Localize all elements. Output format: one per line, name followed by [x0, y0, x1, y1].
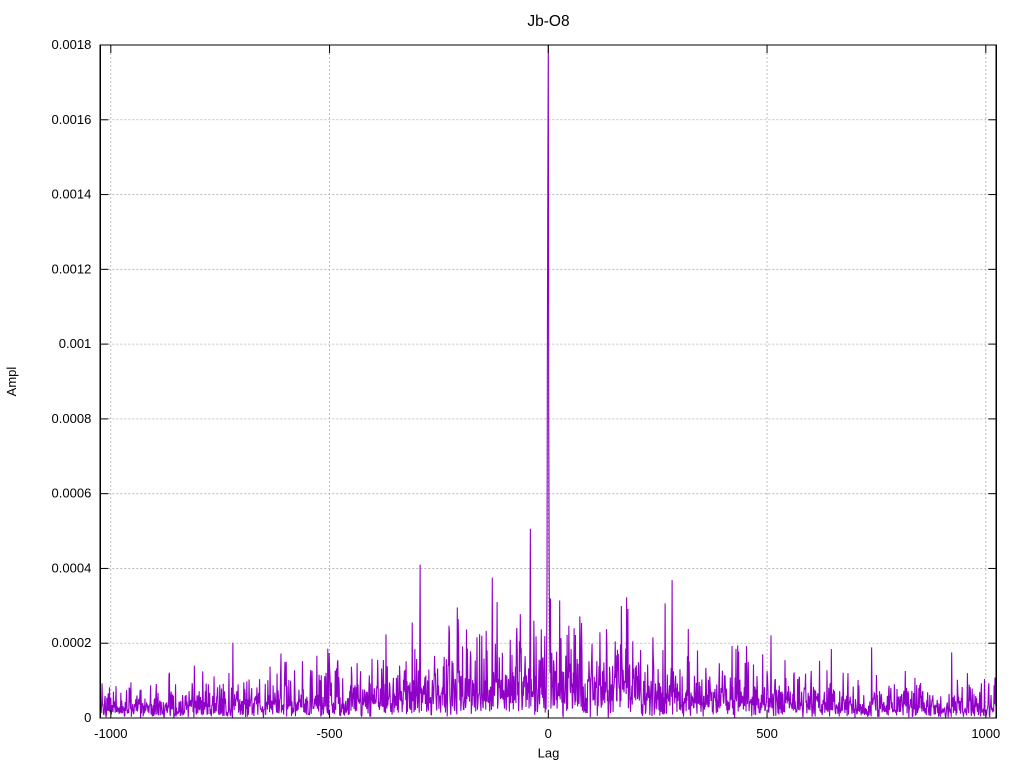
svg-text:Lag: Lag [538, 746, 560, 761]
svg-text:0.0016: 0.0016 [52, 112, 92, 127]
svg-text:1000: 1000 [971, 726, 1000, 741]
svg-text:-1000: -1000 [94, 726, 127, 741]
svg-text:0.0012: 0.0012 [52, 261, 92, 276]
svg-text:Ampl: Ampl [4, 367, 19, 397]
svg-text:0: 0 [84, 710, 91, 725]
svg-text:0.001: 0.001 [59, 336, 92, 351]
svg-text:-500: -500 [317, 726, 343, 741]
svg-text:0.0006: 0.0006 [52, 486, 92, 501]
svg-text:0.0014: 0.0014 [52, 187, 92, 202]
svg-text:0.0004: 0.0004 [52, 560, 92, 575]
svg-text:Jb-O8: Jb-O8 [527, 13, 569, 30]
svg-text:0.0018: 0.0018 [52, 37, 92, 52]
svg-text:0.0002: 0.0002 [52, 635, 92, 650]
svg-text:0.0008: 0.0008 [52, 411, 92, 426]
svg-text:500: 500 [756, 726, 778, 741]
svg-text:0: 0 [545, 726, 552, 741]
